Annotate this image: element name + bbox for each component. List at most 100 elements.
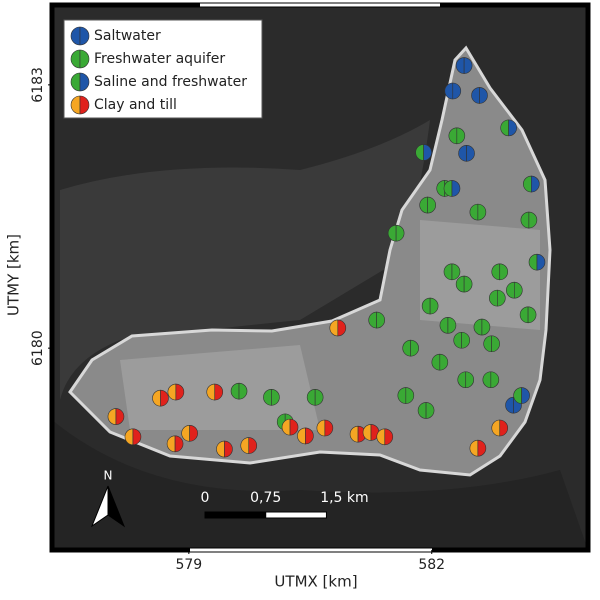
- marker-right: [271, 388, 280, 406]
- marker-left: [513, 387, 522, 404]
- marker-left: [316, 419, 326, 437]
- marker-right: [477, 203, 487, 221]
- sample-point: [513, 387, 530, 404]
- marker-left: [124, 428, 134, 446]
- sample-point: [469, 439, 487, 457]
- marker-right: [238, 382, 248, 400]
- marker-right: [499, 263, 508, 281]
- scale-segment: [265, 511, 327, 519]
- marker-left: [230, 382, 240, 400]
- sample-point: [306, 388, 324, 406]
- marker-right: [376, 311, 385, 329]
- scale-label: 0: [201, 490, 210, 506]
- marker-left: [469, 203, 479, 221]
- sample-point: [431, 353, 449, 371]
- marker-right: [481, 318, 491, 336]
- sample-point: [316, 419, 334, 437]
- marker-right: [491, 335, 500, 353]
- marker-right: [175, 383, 185, 401]
- marker-left: [431, 353, 441, 371]
- marker-left: [506, 281, 515, 299]
- marker-right: [439, 353, 449, 371]
- marker-right: [451, 263, 461, 281]
- y-axis-label: UTMY [km]: [5, 234, 23, 316]
- marker-right: [174, 435, 184, 453]
- marker-right: [324, 419, 334, 437]
- marker-left: [483, 335, 492, 353]
- marker-right: [477, 439, 487, 457]
- marker-left: [421, 297, 431, 315]
- marker-left: [444, 82, 454, 100]
- sample-point: [482, 371, 500, 389]
- marker-left: [505, 396, 514, 414]
- marker-right: [248, 437, 257, 454]
- marker-right: [463, 57, 473, 74]
- marker-left: [453, 331, 462, 349]
- marker-left: [489, 289, 498, 307]
- marker-left: [166, 435, 176, 453]
- sample-point: [387, 224, 405, 242]
- marker-left: [458, 145, 467, 162]
- sample-point: [491, 263, 508, 281]
- marker-left: [387, 224, 397, 242]
- y-tick-label: 6183: [30, 67, 46, 103]
- marker-left: [167, 383, 177, 401]
- marker-left: [439, 317, 449, 334]
- legend: [63, 19, 263, 119]
- x-tick-label: 579: [175, 557, 202, 573]
- marker-right: [305, 427, 314, 445]
- marker-left: [402, 339, 411, 357]
- sample-point: [230, 382, 248, 400]
- marker-left: [152, 389, 161, 407]
- scale-segment: [204, 511, 267, 519]
- marker-right: [337, 319, 347, 337]
- marker-right: [427, 196, 436, 214]
- marker-left: [469, 439, 479, 457]
- sample-point: [415, 144, 432, 161]
- marker-right: [447, 317, 457, 334]
- sample-point: [439, 317, 457, 334]
- north-arrow: [107, 485, 126, 528]
- marker-right: [405, 387, 415, 404]
- marker-right: [79, 95, 90, 115]
- sample-point: [281, 418, 299, 436]
- legend-label: Clay and till: [94, 97, 177, 113]
- sample-point: [455, 57, 473, 74]
- marker-left: [107, 408, 117, 425]
- marker-left: [455, 275, 465, 293]
- marker-left: [500, 119, 509, 137]
- y-tick-label: 6180: [30, 330, 46, 366]
- sample-point: [402, 339, 419, 357]
- sample-point: [263, 388, 280, 406]
- marker-left: [263, 388, 272, 406]
- marker-left: [181, 424, 190, 442]
- marker-left: [206, 383, 216, 401]
- marker-right: [527, 306, 537, 324]
- sample-point: [523, 175, 540, 193]
- sample-point: [444, 82, 462, 100]
- marker-right: [79, 26, 90, 46]
- marker-right: [461, 331, 470, 349]
- marker-left: [443, 180, 453, 197]
- marker-right: [214, 383, 223, 401]
- marker-right: [395, 224, 405, 242]
- sample-point: [483, 335, 500, 353]
- marker-left: [281, 418, 291, 436]
- sample-point: [368, 311, 385, 329]
- marker-right: [224, 440, 233, 458]
- marker-left: [415, 144, 424, 161]
- marker-left: [443, 263, 453, 281]
- marker-left: [349, 425, 359, 443]
- sample-point: [469, 203, 487, 221]
- legend-marker: [70, 72, 90, 92]
- marker-right: [456, 127, 466, 145]
- marker-right: [425, 402, 435, 419]
- marker-right: [423, 144, 432, 161]
- marker-right: [531, 175, 540, 193]
- marker-left: [329, 319, 339, 337]
- sample-point: [443, 180, 461, 197]
- sample-point: [453, 331, 470, 349]
- marker-left: [448, 127, 458, 145]
- marker-right: [521, 387, 530, 404]
